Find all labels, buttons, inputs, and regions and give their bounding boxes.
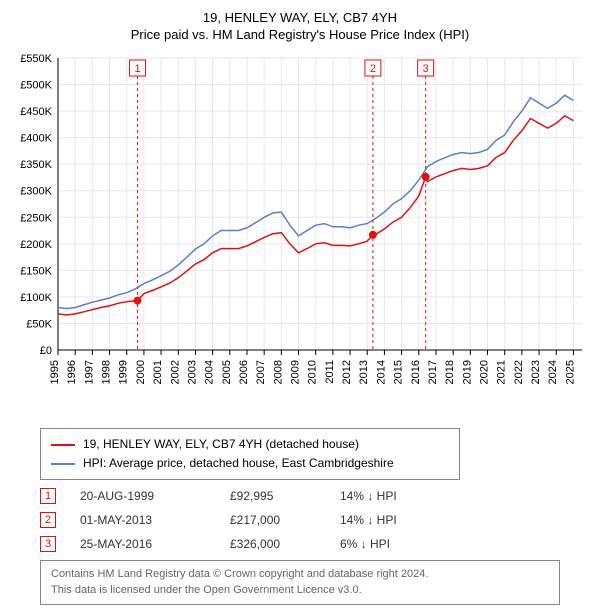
transaction-delta: 14% ↓ HPI	[340, 489, 440, 503]
svg-text:1995: 1995	[49, 360, 61, 384]
chart-area: £0 £50K £100K £150K £200K £250K £300K £350K £400…	[10, 50, 590, 420]
svg-text:2015: 2015	[393, 360, 405, 384]
transaction-delta: 14% ↓ HPI	[340, 513, 440, 527]
svg-text:£50K: £50K	[26, 318, 52, 330]
svg-text:2018: 2018	[444, 360, 456, 384]
transaction-marker: 1	[40, 488, 56, 504]
transaction-row: 2 01-MAY-2013£217,00014% ↓ HPI	[40, 512, 590, 528]
svg-text:£350K: £350K	[20, 159, 52, 171]
svg-text:2011: 2011	[324, 360, 336, 384]
svg-text:2004: 2004	[204, 360, 216, 384]
transaction-price: £217,000	[230, 513, 340, 527]
svg-text:£300K: £300K	[20, 186, 52, 198]
svg-text:2016: 2016	[410, 360, 422, 384]
svg-text:£450K: £450K	[20, 106, 52, 118]
transaction-row: 3 25-MAY-2016£326,0006% ↓ HPI	[40, 536, 590, 552]
svg-text:£0: £0	[40, 345, 52, 357]
svg-text:2017: 2017	[427, 360, 439, 384]
transaction-delta: 6% ↓ HPI	[340, 537, 440, 551]
svg-text:2025: 2025	[564, 360, 576, 384]
svg-text:1: 1	[134, 63, 140, 75]
legend-swatch	[51, 444, 75, 446]
footer-box: Contains HM Land Registry data © Crown c…	[40, 560, 560, 605]
svg-text:£400K: £400K	[20, 133, 52, 145]
svg-text:2021: 2021	[496, 360, 508, 384]
svg-text:1999: 1999	[118, 360, 130, 384]
transaction-date: 20-AUG-1999	[80, 489, 230, 503]
svg-text:£100K: £100K	[20, 292, 52, 304]
legend-row: 19, HENLEY WAY, ELY, CB7 4YH (detached h…	[51, 435, 449, 454]
svg-text:2013: 2013	[358, 360, 370, 384]
svg-text:2007: 2007	[255, 360, 267, 384]
svg-text:2002: 2002	[169, 360, 181, 384]
transaction-price: £326,000	[230, 537, 340, 551]
svg-text:£500K: £500K	[20, 80, 52, 92]
svg-text:2023: 2023	[530, 360, 542, 384]
footer-line2: This data is licensed under the Open Gov…	[51, 583, 549, 598]
svg-text:£150K: £150K	[20, 265, 52, 277]
legend-row: HPI: Average price, detached house, East…	[51, 454, 449, 473]
svg-text:3: 3	[423, 63, 429, 75]
legend-swatch	[51, 463, 75, 465]
svg-text:2014: 2014	[375, 360, 387, 384]
svg-text:2019: 2019	[461, 360, 473, 384]
svg-text:2009: 2009	[290, 360, 302, 384]
svg-text:2: 2	[370, 63, 376, 75]
transaction-row: 1 20-AUG-1999£92,99514% ↓ HPI	[40, 488, 590, 504]
transactions-table: 1 20-AUG-1999£92,99514% ↓ HPI 2 01-MAY-2013…	[40, 488, 590, 552]
title-address: 19, HENLEY WAY, ELY, CB7 4YH	[10, 10, 590, 25]
svg-text:2000: 2000	[135, 360, 147, 384]
svg-text:2022: 2022	[513, 360, 525, 384]
svg-text:1997: 1997	[83, 360, 95, 384]
legend-label: HPI: Average price, detached house, East…	[83, 454, 394, 473]
svg-text:2010: 2010	[307, 360, 319, 384]
svg-text:2006: 2006	[238, 360, 250, 384]
legend-box: 19, HENLEY WAY, ELY, CB7 4YH (detached h…	[40, 428, 460, 480]
title-subtitle: Price paid vs. HM Land Registry's House …	[10, 27, 590, 42]
chart-svg: £0 £50K £100K £150K £200K £250K £300K £350K £400…	[10, 50, 590, 420]
svg-text:1996: 1996	[66, 360, 78, 384]
chart-container: 19, HENLEY WAY, ELY, CB7 4YH Price paid …	[10, 10, 590, 605]
transaction-marker: 2	[40, 512, 56, 528]
transaction-date: 25-MAY-2016	[80, 537, 230, 551]
title-block: 19, HENLEY WAY, ELY, CB7 4YH Price paid …	[10, 10, 590, 42]
transaction-price: £92,995	[230, 489, 340, 503]
svg-text:2024: 2024	[547, 360, 559, 384]
svg-text:2001: 2001	[152, 360, 164, 384]
svg-text:2005: 2005	[221, 360, 233, 384]
transaction-date: 01-MAY-2013	[80, 513, 230, 527]
footer-line1: Contains HM Land Registry data © Crown c…	[51, 567, 549, 582]
svg-text:£200K: £200K	[20, 239, 52, 251]
svg-text:2012: 2012	[341, 360, 353, 384]
svg-text:2008: 2008	[272, 360, 284, 384]
transaction-marker: 3	[40, 536, 56, 552]
svg-text:2003: 2003	[186, 360, 198, 384]
svg-text:£250K: £250K	[20, 212, 52, 224]
svg-text:£550K: £550K	[20, 53, 52, 65]
svg-text:2020: 2020	[479, 360, 491, 384]
svg-text:1998: 1998	[101, 360, 113, 384]
legend-label: 19, HENLEY WAY, ELY, CB7 4YH (detached h…	[83, 435, 359, 454]
